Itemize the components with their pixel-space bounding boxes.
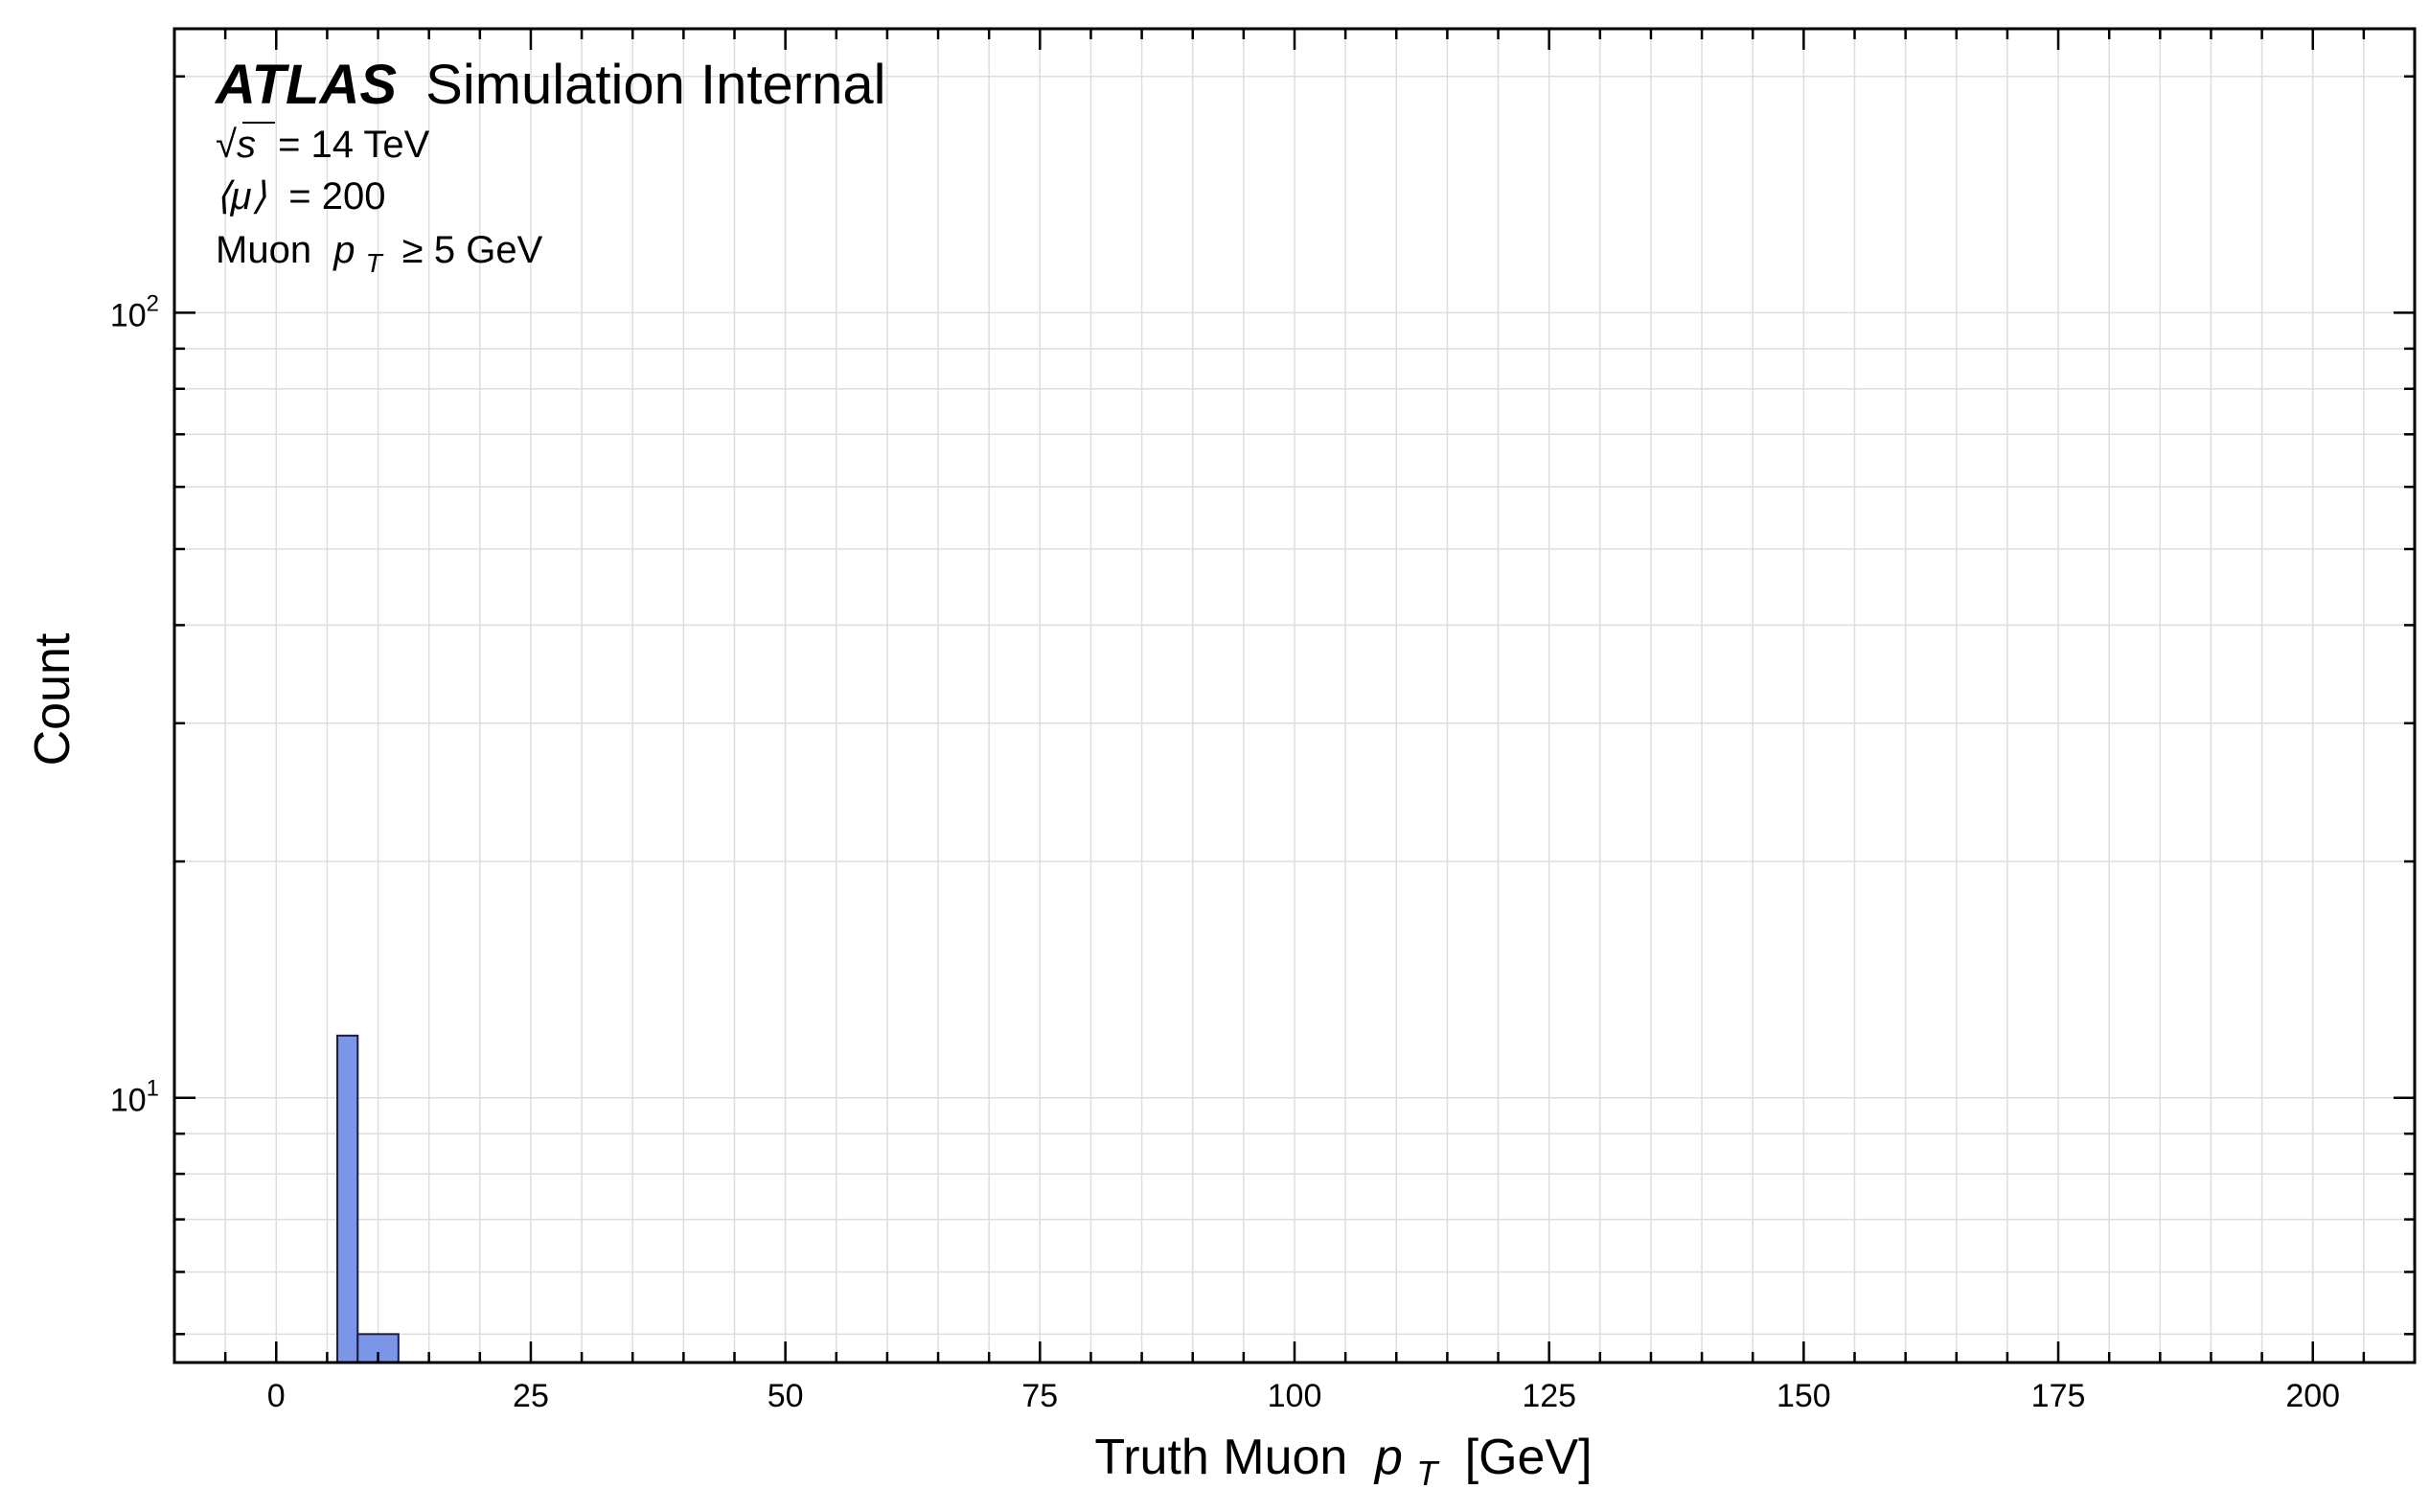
- x-axis-title-suffix: [GeV]: [1465, 1430, 1593, 1485]
- atlas-status: Simulation Internal: [425, 54, 885, 116]
- y-tick-label-base: 10: [110, 297, 147, 333]
- x-axis-title-sub: T: [1416, 1454, 1440, 1493]
- y-tick-label-base: 10: [110, 1083, 147, 1119]
- x-tick-label: 75: [1021, 1378, 1058, 1414]
- histogram-bar: [336, 1034, 359, 1364]
- plot-frame: [172, 27, 2417, 1364]
- pileup-value: = 200: [288, 175, 385, 218]
- x-tick-label: 50: [768, 1378, 804, 1414]
- axis-ticks: [174, 29, 2415, 1363]
- y-tick-label-exponent: 2: [147, 290, 159, 316]
- x-tick-label: 0: [267, 1378, 286, 1414]
- pileup-annotation: ⟨μ⟩ = 200: [216, 175, 385, 218]
- x-tick-label: 175: [2031, 1378, 2086, 1414]
- x-tick-label: 125: [1522, 1378, 1576, 1414]
- x-axis-title-prefix: Truth Muon: [1094, 1430, 1347, 1485]
- y-axis-title: Count: [25, 632, 80, 766]
- cut-annotation: Muon p T ≥ 5 GeV: [216, 229, 543, 281]
- cut-suffix: ≥ 5 GeV: [402, 229, 543, 271]
- x-tick-label: 150: [1777, 1378, 1831, 1414]
- y-tick-label: 101: [110, 1076, 159, 1119]
- energy-value: = 14 TeV: [278, 124, 430, 166]
- y-tick-label-exponent: 1: [147, 1076, 159, 1102]
- cut-subscript: T: [366, 248, 384, 278]
- x-tick-label: 25: [513, 1378, 549, 1414]
- y-tick-label: 102: [110, 290, 159, 333]
- pileup-symbol: ⟨μ⟩: [216, 175, 267, 218]
- cut-prefix: Muon: [216, 229, 311, 271]
- x-axis-title-var: p: [1373, 1430, 1403, 1485]
- x-tick-label: 100: [1268, 1378, 1322, 1414]
- histogram-bars: [336, 1034, 400, 1364]
- atlas-experiment: ATLAS: [214, 54, 397, 116]
- x-tick-label: 200: [2285, 1378, 2340, 1414]
- x-axis-title: Truth Muon p T [GeV]: [1094, 1430, 1592, 1497]
- grid-lines: [174, 29, 2415, 1363]
- energy-annotation: √s = 14 TeV: [216, 124, 430, 166]
- x-tick-labels: 0 25 50 75 100 125 150 175 200: [267, 1378, 2340, 1414]
- cut-variable: p: [332, 229, 355, 271]
- sqrt-s-symbol: √s: [216, 124, 256, 166]
- atlas-label: ATLAS Simulation Internal: [214, 54, 886, 116]
